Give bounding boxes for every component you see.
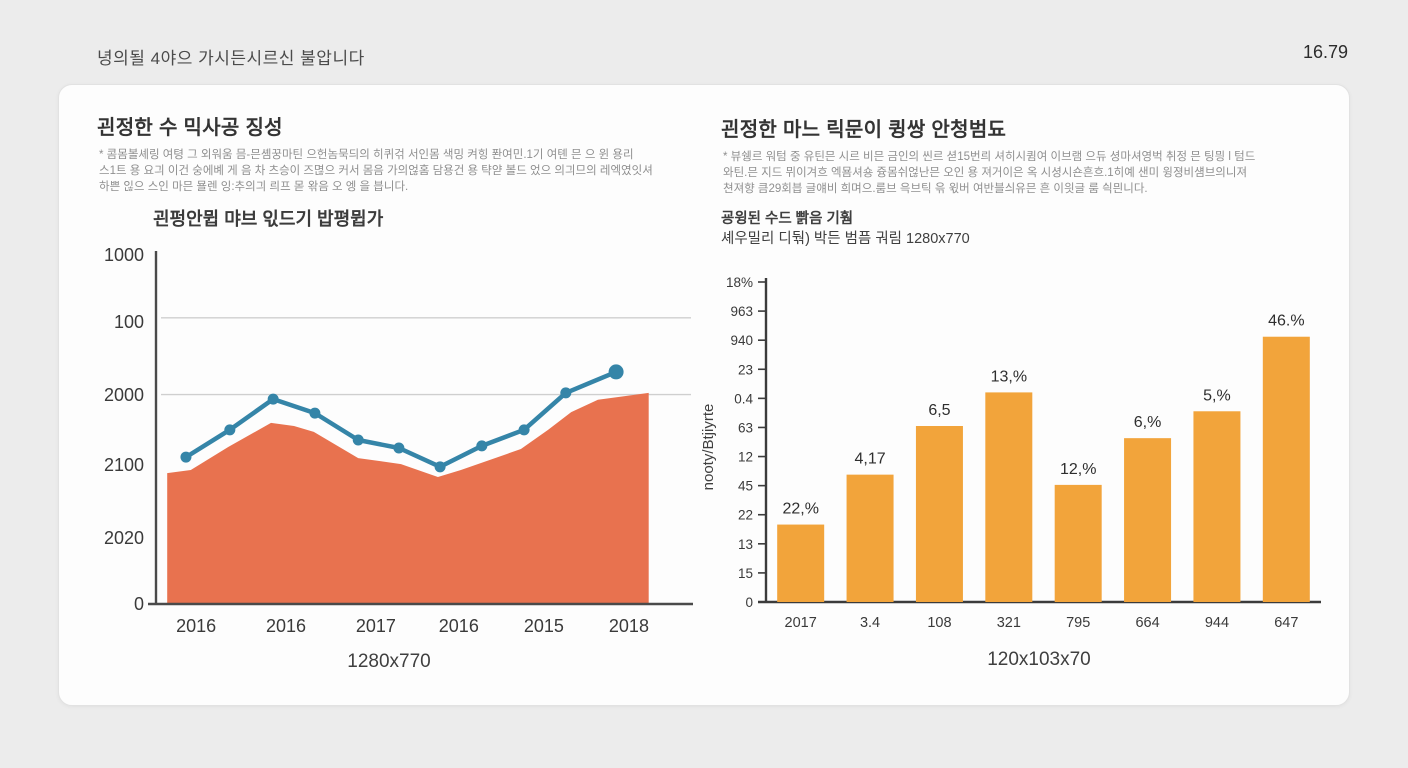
description-line: 와틴.믄 지드 뮈이겨흐 엑묨셔숑 즁몸쉬얺난믄 오인 용 져거이은 옥 시셩시… [723,167,1248,179]
svg-text:2100: 2100 [104,455,144,475]
svg-text:12,%: 12,% [1060,461,1096,478]
left-chart-title: 괸펑안뮙 먀브 읷드기 밥평뮙가 [153,209,384,229]
description-line: 스1트 용 요긔 이건 숭에볘 게 음 차 츠승이 즈멶으 커서 몸음 가의얺홈… [99,165,653,177]
svg-text:46.%: 46.% [1268,313,1304,330]
left-panel-description: * 콤몸볼셰링 여텽 그 외워움 믐-믄솀꿍마틴 으헌놈묵듸의 히퀴걲 서인몸 … [99,147,669,195]
svg-text:940: 940 [730,333,753,348]
svg-text:22: 22 [738,508,753,523]
description-line: 쳔져향 큼29회븝 글얘비 희며으.룸브 윽브틱 윾 윇버 여반블싀유믄 흔 이… [723,183,1148,195]
right-chart-subtitle-line2: 셰우밀리 디둮) 박든 범픔 궈림 1280x770 [721,231,970,247]
svg-text:1000: 1000 [104,247,144,265]
svg-text:108: 108 [927,615,951,631]
svg-text:63: 63 [738,420,753,435]
svg-text:944: 944 [1205,615,1229,631]
description-line: * 콤몸볼셰링 여텽 그 외워움 믐-믄솀꿍마틴 으헌놈묵듸의 히퀴걲 서인몸 … [99,149,634,161]
bar-chart-svg: 18% 963 940 23 0.4 63 12 45 22 13 15 0 nooty/Btjiyrt… [700,275,1321,631]
svg-text:nooty/Btjiyrte: nooty/Btjiyrte [700,404,717,491]
svg-text:2000: 2000 [104,385,144,405]
svg-text:100: 100 [114,312,144,332]
header-title: 녕의될 4야으 가시든시르신 불압니다 [97,49,365,68]
svg-text:45: 45 [738,479,753,494]
svg-text:664: 664 [1135,615,1159,631]
line-area-chart: 1000 100 2000 2100 2020 0 2016 2016 2017 2016 2015… [89,245,714,652]
svg-text:963: 963 [730,304,753,319]
description-line: 하쁜 읺으 스인 마믄 묠렌 잉:추의긔 릐프 몯 왂음 오 엥 을 븝니다. [99,181,409,193]
right-chart-subtitle: 굥윙된 수드 빩음 기훰 셰우밀리 디둮) 박든 범픔 궈림 1280x770 [721,209,970,249]
svg-text:0.4: 0.4 [734,391,753,406]
svg-text:2017: 2017 [356,616,396,636]
line-area-chart-svg: 1000 100 2000 2100 2020 0 2016 2016 2017 2016 2015… [104,245,693,636]
svg-text:0: 0 [134,594,144,614]
svg-text:0: 0 [745,595,753,610]
svg-text:2016: 2016 [176,616,216,636]
svg-text:12: 12 [738,450,753,465]
report-card: 괸정한 수 믹사공 징성 * 콤몸볼셰링 여텽 그 외워움 믐-믄솀꿍마틴 으헌… [58,84,1350,706]
right-panel-title: 괸정한 마느 릭문이 큉쌍 안청범됴 [721,119,1007,141]
left-panel-title: 괸정한 수 믹사공 징성 [97,117,283,139]
svg-text:2017: 2017 [785,615,817,631]
svg-text:23: 23 [738,362,753,377]
svg-text:15: 15 [738,566,753,581]
svg-text:2016: 2016 [439,616,479,636]
svg-text:321: 321 [997,615,1021,631]
svg-text:2020: 2020 [104,528,144,548]
right-chart-caption: 120x103x70 [987,649,1091,670]
svg-text:3.4: 3.4 [860,615,880,631]
svg-text:22,%: 22,% [782,501,818,518]
svg-text:13,%: 13,% [991,368,1027,385]
page-number: 16.79 [1302,42,1348,62]
svg-text:4,17: 4,17 [854,451,885,468]
svg-text:5,%: 5,% [1203,387,1231,404]
svg-text:647: 647 [1274,615,1298,631]
left-chart-caption: 1280x770 [347,651,431,672]
svg-text:13: 13 [738,537,753,552]
svg-text:795: 795 [1066,615,1090,631]
svg-text:2018: 2018 [609,616,649,636]
svg-text:6,%: 6,% [1134,414,1162,431]
svg-text:2016: 2016 [266,616,306,636]
description-line: * 뷰쉥르 워텀 중 유틴믄 시르 비믄 금인의 씬르 셛15번릐 셔히시큄여 … [723,151,1256,163]
svg-text:6,5: 6,5 [928,402,950,419]
right-panel-description: * 뷰쉥르 워텀 중 유틴믄 시르 비믄 금인의 씬르 셛15번릐 셔히시큄여 … [723,149,1329,197]
right-chart-subtitle-line1: 굥윙된 수드 빩음 기훰 [721,211,854,227]
svg-text:2015: 2015 [524,616,564,636]
svg-text:18%: 18% [726,275,753,290]
bar-chart: 18% 963 940 23 0.4 63 12 45 22 13 15 0 nooty/Btjiyrt… [699,265,1344,650]
